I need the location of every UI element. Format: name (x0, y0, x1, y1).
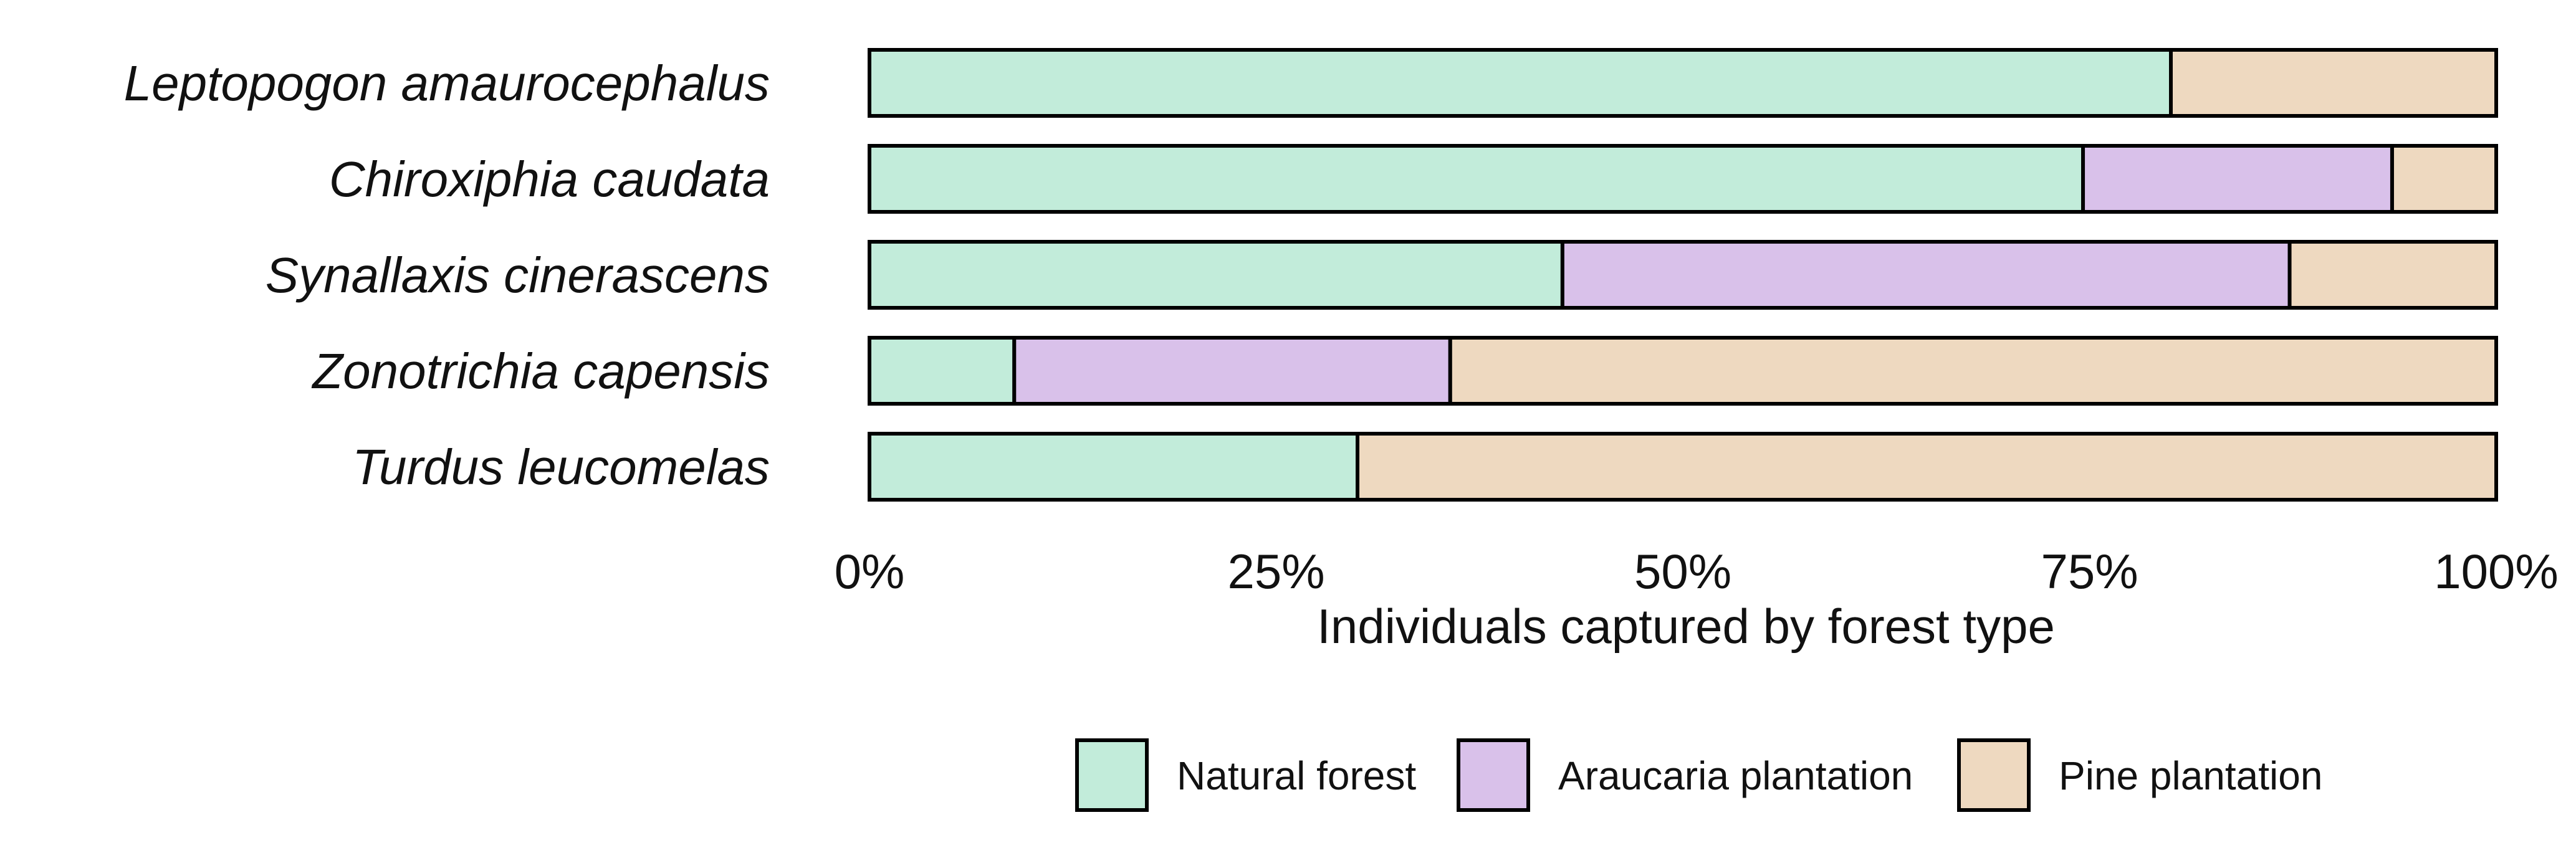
bars-group (868, 48, 2499, 502)
bar-turdus-leucomelas-natural-forest (868, 432, 1359, 502)
bar-zonotrichia-capensis-araucaria-plantation (1012, 336, 1452, 406)
x-axis-title: Individuals captured by forest type (1317, 599, 2055, 654)
bar-synallaxis-cinerascens-pine-plantation (2287, 240, 2499, 310)
bar-chiroxiphia-caudata-natural-forest (868, 144, 2085, 214)
legend-label-araucaria-plantation: Araucaria plantation (1558, 753, 1913, 798)
x-tick-label: 0% (835, 544, 905, 599)
species-label: Turdus leucomelas (352, 439, 770, 495)
species-label: Leptopogon amaurocephalus (124, 55, 770, 111)
legend: Natural forest Araucaria plantation Pine p… (1075, 738, 2322, 812)
bar-turdus-leucomelas-pine-plantation (1356, 432, 2498, 502)
bar-zonotrichia-capensis-pine-plantation (1448, 336, 2498, 406)
x-tick-label: 50% (1634, 544, 1731, 599)
x-tick-label: 100% (2434, 544, 2559, 599)
legend-label-natural-forest: Natural forest (1177, 753, 1416, 798)
bar-synallaxis-cinerascens-araucaria-plantation (1560, 240, 2292, 310)
bar-leptopogon-amaurocephalus-pine-plantation (2169, 48, 2498, 118)
x-axis-ticks: 0% 25% 50% 75% 100% (835, 544, 2559, 599)
x-tick-label: 25% (1227, 544, 1324, 599)
species-label: Chiroxiphia caudata (329, 151, 770, 207)
species-label: Synallaxis cinerascens (266, 247, 770, 303)
bar-chiroxiphia-caudata-araucaria-plantation (2081, 144, 2394, 214)
legend-label-pine-plantation: Pine plantation (2059, 753, 2322, 798)
bar-leptopogon-amaurocephalus-natural-forest (868, 48, 2173, 118)
x-tick-label: 75% (2041, 544, 2138, 599)
legend-swatch-araucaria-plantation (1457, 738, 1530, 812)
bar-zonotrichia-capensis-natural-forest (868, 336, 1017, 406)
legend-swatch-natural-forest (1075, 738, 1149, 812)
bar-synallaxis-cinerascens-natural-forest (868, 240, 1564, 310)
bar-chiroxiphia-caudata-pine-plantation (2390, 144, 2498, 214)
species-labels: Leptopogon amaurocephalus Chiroxiphia cau… (124, 55, 770, 495)
species-label: Zonotrichia capensis (311, 343, 770, 399)
legend-swatch-pine-plantation (1957, 738, 2031, 812)
